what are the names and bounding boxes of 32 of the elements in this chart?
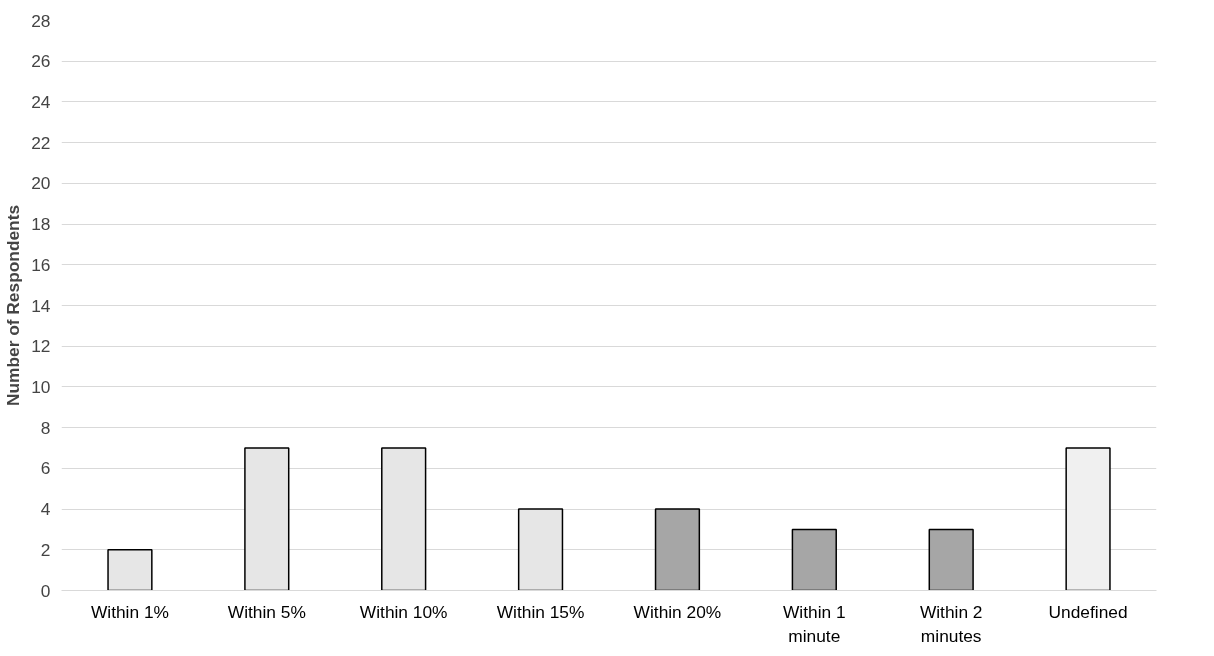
bar (107, 549, 153, 591)
y-tick-label: 12 (31, 336, 51, 357)
x-tick-label: Within 10% (359, 601, 448, 622)
y-tick-label: 16 (31, 254, 51, 275)
y-tick-label: 0 (40, 580, 51, 601)
bar (517, 508, 564, 591)
y-tick-label: 28 (31, 10, 51, 31)
bar (791, 528, 837, 591)
y-tick-label: 24 (31, 91, 51, 112)
bar (244, 447, 290, 591)
bar (928, 528, 974, 591)
y-tick-label: 20 (31, 173, 51, 194)
x-tick-label: Within 1% (90, 601, 169, 622)
bar (1065, 447, 1111, 591)
bar (381, 447, 427, 591)
y-tick-label: 26 (31, 51, 51, 72)
x-tick-label: Within 20% (633, 601, 722, 622)
x-tick-label: Undefined (1048, 601, 1128, 622)
y-tick-label: 4 (40, 499, 51, 520)
x-tick-label: Within 5% (227, 601, 306, 622)
y-tick-label: 8 (40, 417, 51, 438)
y-tick-label: 2 (40, 539, 51, 560)
y-tick-label: 18 (31, 214, 51, 235)
x-tick-label: Within 15% (496, 601, 585, 622)
bar (654, 508, 701, 591)
y-axis-title: Number of Respondents (3, 204, 24, 407)
y-tick-label: 10 (31, 376, 51, 397)
y-tick-label: 22 (31, 132, 51, 153)
y-tick-label: 14 (31, 295, 51, 316)
x-tick-label: Within 1 minute (783, 601, 846, 646)
y-tick-label: 6 (40, 458, 51, 479)
x-tick-label: Within 2 minutes (919, 601, 983, 646)
